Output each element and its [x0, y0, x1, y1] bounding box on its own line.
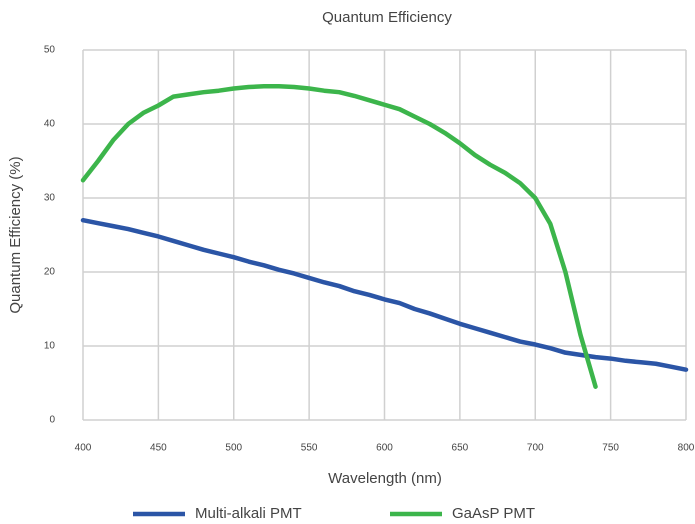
y-tick-label: 40 — [44, 119, 56, 130]
x-tick-label: 500 — [225, 443, 242, 454]
x-tick-label: 650 — [452, 443, 469, 454]
y-tick-label: 50 — [44, 45, 56, 56]
x-tick-label: 750 — [602, 443, 619, 454]
x-tick-label: 600 — [376, 443, 393, 454]
x-tick-label: 400 — [75, 443, 92, 454]
y-tick-label: 10 — [44, 341, 56, 352]
legend-label: GaAsP PMT — [452, 505, 535, 522]
series-line — [80, 84, 598, 389]
chart-title: Quantum Efficiency — [322, 9, 452, 26]
x-tick-label: 800 — [678, 443, 695, 454]
y-tick-label: 0 — [49, 415, 55, 426]
legend-label: Multi-alkali PMT — [195, 505, 302, 522]
x-tick-label: 450 — [150, 443, 167, 454]
x-tick-label: 700 — [527, 443, 544, 454]
y-tick-label: 30 — [44, 193, 56, 204]
x-axis-label: Wavelength (nm) — [328, 470, 442, 487]
y-axis-label: Quantum Efficiency (%) — [7, 156, 24, 313]
y-tick-label: 20 — [44, 267, 56, 278]
x-tick-label: 550 — [301, 443, 318, 454]
